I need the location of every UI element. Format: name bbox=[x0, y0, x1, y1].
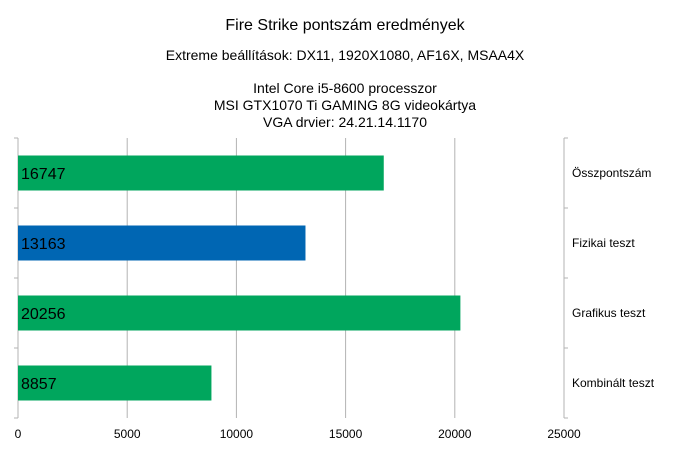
x-tick-label: 25000 bbox=[547, 427, 581, 441]
category-label: Összpontszám bbox=[572, 166, 651, 180]
bar bbox=[18, 365, 212, 401]
chart-title: Fire Strike pontszám eredmények bbox=[225, 17, 465, 34]
chart-info-line: Intel Core i5-8600 processzor bbox=[253, 80, 437, 96]
data-label: 8857 bbox=[21, 376, 57, 393]
bar bbox=[18, 155, 384, 191]
category-label: Fizikai teszt bbox=[572, 236, 635, 250]
bar bbox=[18, 295, 461, 331]
x-tick-label: 10000 bbox=[220, 427, 254, 441]
x-tick-label: 20000 bbox=[438, 427, 472, 441]
data-label: 20256 bbox=[21, 306, 66, 323]
category-label: Kombinált teszt bbox=[572, 376, 655, 390]
chart-info-line: VGA drvier: 24.21.14.1170 bbox=[263, 114, 427, 130]
bar bbox=[18, 225, 306, 261]
category-label: Grafikus teszt bbox=[572, 306, 646, 320]
x-tick-label: 0 bbox=[15, 427, 22, 441]
data-label: 16747 bbox=[21, 166, 66, 183]
x-tick-label: 15000 bbox=[329, 427, 363, 441]
data-label: 13163 bbox=[21, 236, 66, 253]
chart-subtitle: Extreme beállítások: DX11, 1920X1080, AF… bbox=[165, 47, 525, 63]
chart-info-line: MSI GTX1070 Ti GAMING 8G videokártya bbox=[213, 97, 477, 113]
x-tick-label: 5000 bbox=[114, 427, 141, 441]
